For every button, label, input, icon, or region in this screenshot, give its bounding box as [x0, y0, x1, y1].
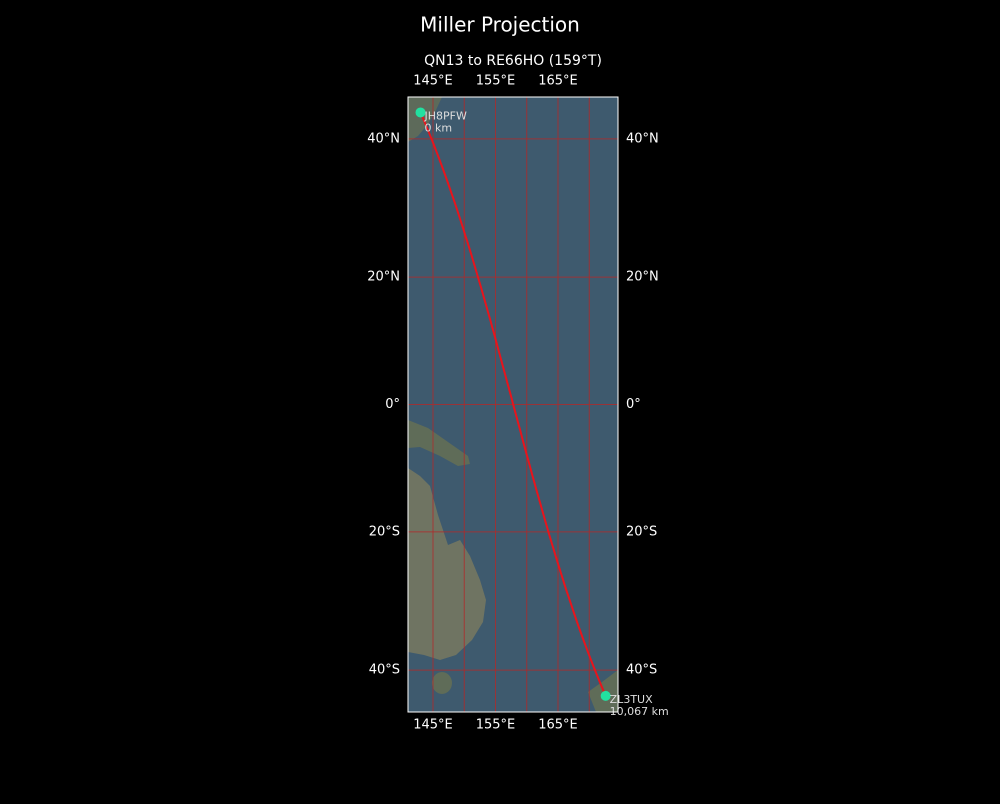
lat-tick-label: 0°	[385, 397, 400, 412]
station-point	[415, 107, 426, 118]
lat-tick-label: 20°S	[626, 524, 657, 539]
map-frame	[407, 96, 619, 713]
land-new-guinea	[408, 420, 470, 466]
lat-tick-label: 40°N	[626, 131, 659, 146]
overlay: 40°N 40°N 20°N 20°N 0° 0° 20°S 20°S 40°S 40°S 145°…	[367, 74, 669, 733]
station-label: ZL3TUX	[610, 693, 653, 706]
lat-tick-label: 0°	[626, 397, 641, 412]
lon-tick-label: 165°E	[538, 74, 578, 89]
station-distance: 10,067 km	[610, 705, 669, 718]
lat-tick-label: 40°N	[367, 131, 400, 146]
lat-tick-label: 40°S	[369, 663, 400, 678]
lon-tick-label: 145°E	[413, 718, 453, 733]
lat-tick-label: 20°N	[367, 270, 400, 285]
route	[419, 112, 607, 697]
lon-tick-label: 165°E	[538, 718, 578, 733]
lon-tick-label: 155°E	[476, 718, 516, 733]
station-label: JH8PFW	[424, 109, 467, 122]
lon-tick-label: 155°E	[476, 74, 516, 89]
station-distance: 0 km	[425, 121, 453, 134]
land-tasmania	[432, 672, 452, 694]
lat-tick-label: 20°S	[369, 524, 400, 539]
lon-tick-label: 145°E	[413, 74, 453, 89]
lat-tick-label: 40°S	[626, 663, 657, 678]
lat-tick-label: 20°N	[626, 270, 659, 285]
map-subtitle: QN13 to RE66HO (159°T)	[424, 53, 602, 69]
land-australia	[408, 468, 486, 660]
map-title: Miller Projection	[420, 13, 580, 37]
station-point	[600, 690, 611, 701]
